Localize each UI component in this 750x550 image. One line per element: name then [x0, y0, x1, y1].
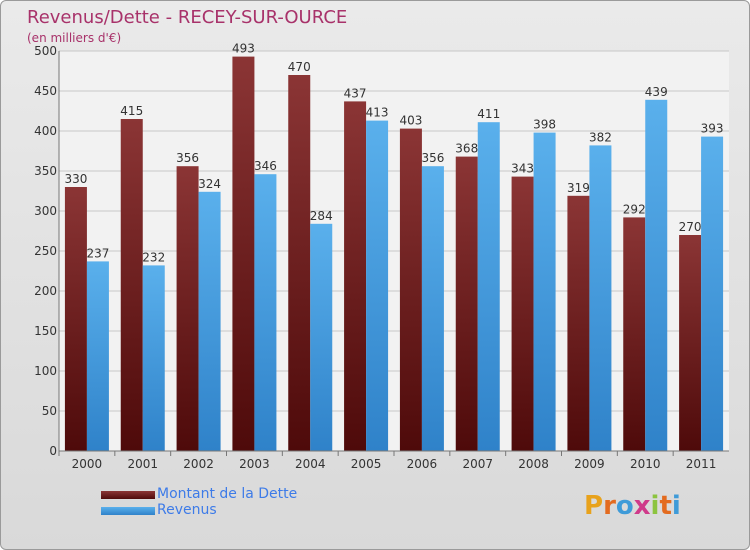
data-label-revenue: 382	[589, 130, 612, 144]
y-tick-label: 500	[34, 44, 57, 58]
data-label-revenue: 324	[198, 177, 221, 191]
data-label-debt: 270	[679, 220, 702, 234]
data-label-revenue: 232	[142, 250, 165, 264]
bar-debt	[567, 195, 590, 451]
bar-debt	[679, 235, 702, 451]
legend-label-debt: Montant de la Dette	[157, 486, 298, 502]
bar-debt	[232, 56, 255, 451]
proxiti-logo: Proxiti	[584, 491, 681, 521]
bar-revenue	[701, 136, 724, 451]
bar-debt	[176, 166, 199, 451]
data-label-revenue: 356	[421, 151, 444, 165]
data-label-revenue: 398	[533, 118, 556, 132]
data-label-debt: 470	[288, 60, 311, 74]
x-tick-label: 2011	[686, 457, 717, 471]
bar-debt	[64, 187, 87, 451]
data-label-revenue: 284	[310, 209, 333, 223]
legend-label-revenue: Revenus	[157, 502, 217, 518]
bar-debt	[120, 119, 143, 451]
x-tick-label: 2004	[295, 457, 326, 471]
bar-revenue	[198, 191, 221, 452]
y-axis: 0 50 100 150 200 250 300 350 400 450 500	[34, 44, 60, 458]
bar-debt	[344, 101, 367, 452]
legend-swatch-revenue	[101, 507, 155, 515]
x-tick-label: 2008	[518, 457, 549, 471]
bar-debt	[623, 217, 646, 451]
y-tick-label: 300	[34, 204, 57, 218]
data-label-debt: 330	[64, 172, 87, 186]
bar-debt	[511, 176, 534, 451]
chart-title: Revenus/Dette - RECEY-SUR-OURCE	[27, 7, 348, 28]
chart-subtitle: (en milliers d'€)	[27, 31, 122, 45]
data-label-debt: 343	[511, 162, 534, 176]
logo-letter: x	[633, 491, 651, 521]
bar-debt	[455, 156, 478, 451]
y-tick-label: 200	[34, 284, 57, 298]
data-label-debt: 493	[232, 42, 255, 56]
x-tick-label: 2003	[239, 457, 270, 471]
data-label-revenue: 439	[645, 85, 668, 99]
data-label-debt: 415	[120, 104, 143, 118]
logo-letter: i	[650, 491, 660, 521]
y-tick-label: 400	[34, 124, 57, 138]
grid-lines	[59, 50, 729, 452]
data-label-debt: 356	[176, 151, 199, 165]
data-label-debt: 368	[455, 142, 478, 156]
x-tick-label: 2002	[183, 457, 214, 471]
bar-debt	[288, 75, 311, 451]
x-tick-label: 2007	[462, 457, 493, 471]
bars: 330 237 415 232 356 324 493 346 470 284 437 413 403 3…	[64, 42, 724, 452]
bar-revenue	[645, 99, 668, 452]
data-label-debt: 403	[399, 114, 422, 128]
bar-revenue	[477, 122, 500, 451]
x-tick-label: 2006	[407, 457, 438, 471]
y-tick-label: 100	[34, 364, 57, 378]
logo-letter: t	[659, 491, 672, 521]
bar-revenue	[254, 174, 277, 451]
x-axis: 2000 2001 2002 2003 2004 2005 2006 2007 2008 2009…	[58, 450, 729, 471]
data-label-debt: 319	[567, 181, 590, 195]
data-label-revenue: 411	[477, 107, 500, 121]
bar-revenue	[589, 145, 612, 451]
logo-letter: o	[615, 491, 634, 521]
bar-revenue	[421, 166, 444, 451]
bar-revenue	[533, 132, 556, 451]
legend-swatch-debt	[101, 491, 155, 499]
data-label-revenue: 413	[366, 106, 389, 120]
logo-letter: i	[671, 491, 681, 521]
bar-revenue	[86, 261, 109, 451]
y-tick-label: 0	[49, 444, 57, 458]
x-tick-label: 2010	[630, 457, 661, 471]
x-tick-label: 2000	[72, 457, 103, 471]
y-tick-label: 450	[34, 84, 57, 98]
bar-debt	[399, 128, 422, 451]
bar-revenue	[310, 223, 333, 451]
x-tick-label: 2009	[574, 457, 605, 471]
y-tick-label: 150	[34, 324, 57, 338]
y-tick-label: 250	[34, 244, 57, 258]
data-label-debt: 292	[623, 202, 646, 216]
logo-letter: r	[603, 491, 616, 521]
bar-revenue	[366, 120, 389, 451]
logo-letter: P	[584, 491, 604, 521]
data-label-revenue: 346	[254, 159, 277, 173]
y-tick-label: 50	[42, 404, 57, 418]
data-label-revenue: 393	[701, 122, 724, 136]
y-tick-label: 350	[34, 164, 57, 178]
x-tick-label: 2005	[351, 457, 382, 471]
bar-revenue	[142, 265, 165, 451]
data-label-revenue: 237	[86, 246, 109, 260]
x-tick-label: 2001	[127, 457, 158, 471]
data-label-debt: 437	[344, 86, 367, 100]
